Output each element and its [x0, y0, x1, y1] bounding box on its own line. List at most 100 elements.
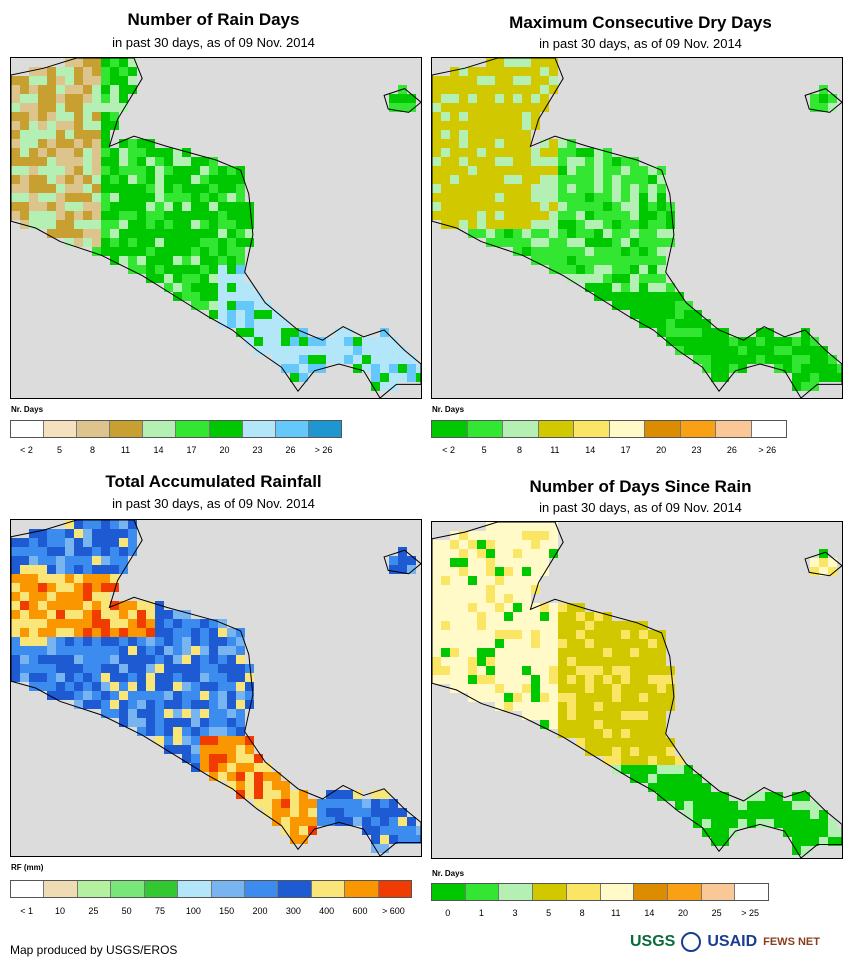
legend-labels: < 1 10 25 50 75 100 150 200 300 400 600 > 600	[10, 906, 410, 918]
legend-label: 14	[153, 445, 164, 455]
legend-label: 5	[56, 445, 63, 455]
legend-label: 100	[185, 906, 201, 916]
coastline	[11, 520, 421, 856]
legend-swatch	[110, 421, 144, 437]
legend-swatch	[209, 421, 243, 437]
usaid-seal-icon	[681, 932, 702, 952]
legend-swatch	[680, 421, 716, 437]
legend-swatch	[716, 421, 752, 437]
legend-label: > 600	[381, 906, 405, 916]
map-canvas	[432, 58, 842, 398]
legend-label: 50	[121, 906, 132, 916]
legend-label: 23	[252, 445, 263, 455]
jamaica-coastline	[383, 549, 421, 575]
legend-label: 10	[54, 906, 66, 916]
legend-swatch	[735, 884, 769, 900]
legend-label: 20	[219, 445, 230, 455]
legend-swatch	[111, 881, 145, 897]
legend-label: 600	[352, 906, 368, 916]
jamaica-coastline	[804, 88, 842, 113]
legend-swatch	[503, 421, 539, 437]
legend-label: 20	[656, 445, 667, 455]
legend-bar	[431, 883, 769, 901]
max-dry-days-map	[431, 57, 843, 399]
legend-bar	[431, 420, 787, 438]
days-since-rain-map	[431, 521, 843, 859]
legend-label: 14	[585, 445, 596, 455]
legend-swatch	[499, 884, 534, 900]
legend-label: 23	[691, 445, 702, 455]
legend-title: Nr. Days	[11, 405, 44, 414]
usgs-logo: USGS	[630, 933, 676, 950]
legend-labels: < 2 5 8 11 14 17 20 23 26 > 26	[10, 445, 340, 457]
legend-label: 8	[89, 445, 96, 455]
panel-max-dry-days: Maximum Consecutive Dry Days in past 30 …	[427, 0, 854, 465]
legend-swatch	[278, 881, 312, 897]
legend-swatch	[144, 881, 179, 897]
panel-title: Number of Days Since Rain	[529, 477, 752, 496]
legend-label: 11	[120, 445, 131, 455]
panel-days-since-rain: Number of Days Since Rain in past 30 day…	[427, 465, 854, 930]
legend-label: 8	[516, 445, 523, 455]
legend-label: 14	[644, 908, 655, 918]
legend-swatch	[44, 881, 78, 897]
legend-swatch	[538, 421, 574, 437]
legend-swatch	[11, 421, 45, 437]
legend-swatch	[751, 421, 786, 437]
legend-label: 5	[546, 908, 552, 918]
legend-label: < 2	[442, 445, 456, 455]
legend-swatch	[77, 421, 111, 437]
legend-label: 25	[88, 906, 99, 916]
legend-label: 1	[478, 908, 484, 918]
legend-swatch	[345, 881, 379, 897]
legend-label: 150	[219, 906, 235, 916]
panel-subtitle: in past 30 days, as of 09 Nov. 2014	[539, 36, 742, 51]
legend-swatch	[465, 884, 500, 900]
panel-rain-days: Number of Rain Days in past 30 days, as …	[0, 0, 427, 465]
legend-label: 11	[611, 908, 621, 918]
legend-title: Nr. Days	[432, 869, 465, 878]
legend-swatch	[244, 881, 279, 897]
legend-label: 17	[186, 445, 197, 455]
legend-swatch	[275, 421, 309, 437]
usaid-logo: USAID	[707, 933, 758, 950]
panel-subtitle: in past 30 days, as of 09 Nov. 2014	[112, 35, 315, 50]
legend-title: Nr. Days	[432, 405, 465, 414]
total-rainfall-map	[10, 519, 422, 857]
legend-label: > 26	[758, 445, 777, 455]
legend-label: 3	[512, 908, 518, 918]
coastline	[432, 58, 842, 398]
legend-labels: 0 1 3 5 8 11 14 20 25 > 25	[431, 908, 767, 920]
legend-label: 26	[726, 445, 737, 455]
legend-swatch	[11, 881, 45, 897]
legend-label: 25	[711, 908, 722, 918]
data-grid	[11, 520, 421, 853]
logo-strip: USGS USAID FEWS NET	[630, 932, 820, 952]
legend-label: 26	[285, 445, 296, 455]
map-canvas	[11, 520, 421, 856]
legend-swatch	[645, 421, 681, 437]
map-canvas	[11, 58, 421, 398]
legend-label: 17	[620, 445, 631, 455]
legend-label: 200	[252, 906, 268, 916]
legend-swatch	[566, 884, 601, 900]
legend-label: 11	[550, 445, 560, 455]
legend-labels: < 2 5 8 11 14 17 20 23 26 > 26	[431, 445, 785, 457]
legend-swatch	[609, 421, 645, 437]
legend-swatch	[667, 884, 702, 900]
jamaica-coastline	[383, 88, 421, 113]
legend-label: 75	[154, 906, 166, 916]
legend-swatch	[574, 421, 610, 437]
legend-label: 20	[677, 908, 689, 918]
legend-title: RF (mm)	[11, 863, 44, 872]
panel-total-rainfall: Total Accumulated Rainfall in past 30 da…	[0, 465, 427, 930]
data-grid	[432, 522, 842, 855]
legend-swatch	[311, 881, 346, 897]
legend-swatch	[432, 884, 466, 900]
legend-label: > 26	[314, 445, 333, 455]
data-grid	[432, 58, 842, 391]
legend-swatch	[211, 881, 245, 897]
panel-subtitle: in past 30 days, as of 09 Nov. 2014	[112, 496, 315, 511]
coastline	[432, 522, 842, 858]
legend-swatch	[701, 884, 736, 900]
